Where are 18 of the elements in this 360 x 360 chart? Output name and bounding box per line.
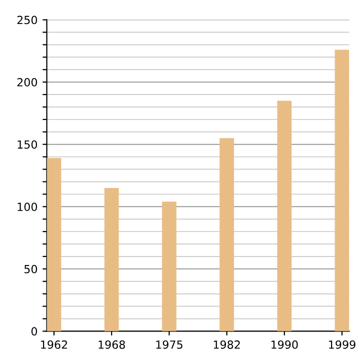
- y-tick-label: 200: [17, 78, 38, 86]
- bar: [162, 202, 176, 332]
- y-tick-label: 100: [18, 202, 38, 212]
- y-tick-label: 150: [18, 140, 38, 149]
- bar: [220, 138, 234, 332]
- bar: [334, 50, 350, 332]
- y-tick-label: 250: [17, 16, 38, 24]
- x-tick-label: 1999: [329, 340, 356, 349]
- y-tick-label: 50: [24, 264, 38, 274]
- bar: [46, 158, 62, 332]
- bar: [104, 188, 119, 332]
- x-tick-label: 1968: [98, 340, 125, 349]
- x-tick-label: 1982: [214, 340, 240, 349]
- x-tick-label: 1962: [41, 340, 68, 349]
- y-tick-label: 0: [31, 327, 38, 336]
- x-tick-label: 1975: [156, 340, 182, 349]
- bar: [277, 100, 292, 332]
- x-tick-label: 1990: [271, 340, 298, 349]
